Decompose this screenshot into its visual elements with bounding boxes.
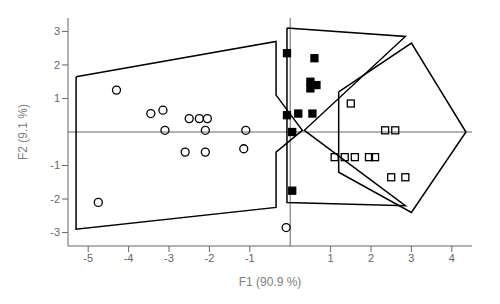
svg-text:-5: -5 (83, 252, 93, 264)
svg-text:4: 4 (449, 252, 455, 264)
svg-text:-3: -3 (164, 252, 174, 264)
svg-text:-3: -3 (50, 226, 60, 238)
svg-text:-1: -1 (50, 159, 60, 171)
svg-text:F1 (90.9 %): F1 (90.9 %) (239, 275, 302, 289)
svg-text:-2: -2 (50, 193, 60, 205)
svg-text:F2 (9.1 %): F2 (9.1 %) (16, 104, 30, 160)
svg-text:3: 3 (54, 25, 60, 37)
svg-text:-4: -4 (124, 252, 134, 264)
svg-text:1: 1 (328, 252, 334, 264)
svg-text:-1: -1 (245, 252, 255, 264)
svg-text:2: 2 (368, 252, 374, 264)
svg-text:2: 2 (54, 59, 60, 71)
svg-text:3: 3 (408, 252, 414, 264)
svg-text:-2: -2 (205, 252, 215, 264)
svg-text:1: 1 (54, 92, 60, 104)
